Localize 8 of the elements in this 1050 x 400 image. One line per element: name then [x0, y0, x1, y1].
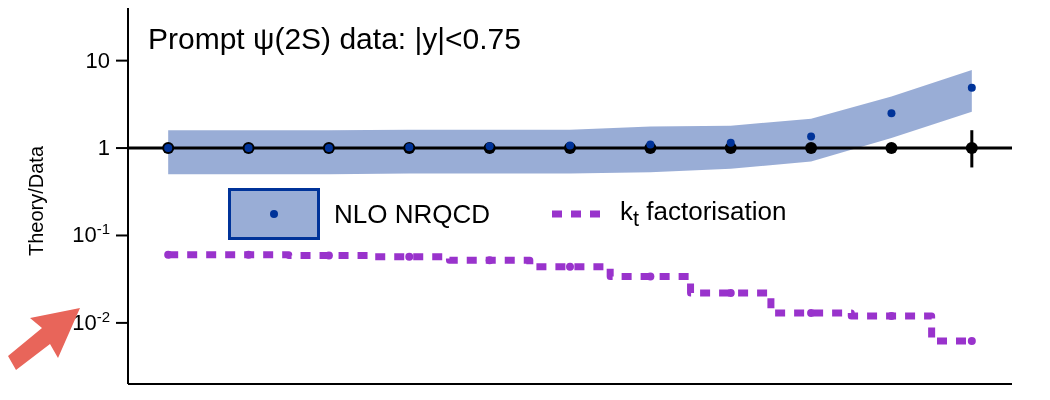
- y-axis-title: Theory/Data: [25, 145, 48, 256]
- legend-label: NLO NRQCD: [334, 198, 491, 230]
- text: Prompt ψ(2S) data: |y|<0.75: [148, 22, 521, 56]
- y-tick-label: 10$^{-2}$: [72, 307, 110, 335]
- y-tick-label: 10: [85, 47, 110, 73]
- y-tick-label: 1: [97, 135, 110, 161]
- legend-label: k$_{t}$ factorisation: [620, 195, 787, 233]
- y-tick-label: 10$^{-1}$: [72, 219, 110, 248]
